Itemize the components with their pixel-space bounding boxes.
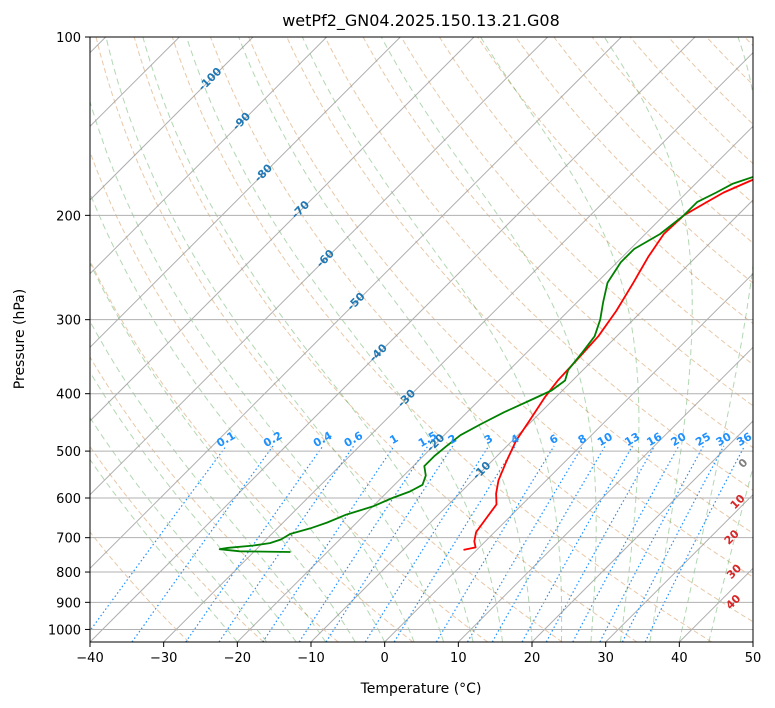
mixing-ratio-line	[325, 445, 454, 642]
dewpoint-line	[218, 176, 753, 553]
dry-adiabat-line	[90, 150, 488, 642]
x-tick-label: 50	[745, 651, 762, 666]
x-tick-label: 40	[671, 651, 688, 666]
mixing-ratio-line	[572, 445, 680, 642]
x-axis-title: Temperature (°C)	[360, 681, 482, 697]
mixing-ratio-line	[644, 445, 746, 642]
isotherm-line	[531, 420, 753, 642]
y-tick-label: 300	[56, 314, 81, 329]
isotherm-line	[90, 37, 328, 275]
dry-adiabat-line	[477, 37, 753, 325]
axis-ticks: −40 −30 −20 −10 0 10 20 30 40 50 100 200 300 400 500 60…	[48, 31, 761, 666]
y-tick-label: 100	[56, 31, 81, 46]
dry-adiabat-line	[95, 37, 563, 642]
y-tick-label: 200	[56, 209, 81, 224]
isotherm-line	[310, 199, 753, 642]
dry-adiabat-line	[133, 37, 638, 642]
x-tick-label: 20	[524, 651, 541, 666]
moist-adiabat-line	[380, 37, 597, 642]
x-tick-label: 0	[381, 651, 389, 666]
isotherm-line	[457, 346, 753, 642]
y-axis-title: Pressure (hPa)	[12, 289, 28, 389]
isotherm-line	[90, 37, 254, 201]
mixing-ratio-line	[298, 445, 429, 642]
dry-adiabat-line	[438, 37, 753, 366]
y-tick-label: 700	[56, 532, 81, 547]
moist-adiabat-line	[186, 37, 503, 642]
moist-adiabat-line	[238, 37, 533, 642]
moist-adiabat-line	[708, 465, 753, 642]
moist-adiabat-line	[301, 37, 563, 642]
mixing-ratio-line	[131, 445, 274, 642]
isotherm-line	[90, 37, 696, 642]
mixing-ratio-line	[521, 445, 634, 642]
isotherm-line	[90, 37, 622, 570]
isotherm-line	[384, 272, 753, 642]
moist-adiabat-line	[603, 37, 693, 642]
temperature-line	[463, 178, 753, 551]
mixing-ratio-line	[621, 445, 725, 642]
y-tick-label: 1000	[48, 623, 81, 638]
dry-adiabat-line	[324, 37, 753, 491]
isotherm-line	[90, 37, 475, 422]
mixing-ratio-line	[262, 445, 395, 642]
isotherm-line	[605, 493, 753, 642]
moist-adiabat-line	[678, 37, 753, 642]
background-lines	[90, 37, 753, 642]
plot-frame	[89, 36, 754, 643]
moist-adiabat-line	[90, 371, 297, 642]
moist-adiabat-line	[90, 458, 238, 642]
isotherm-line	[236, 125, 753, 642]
isotherm-line	[90, 37, 401, 349]
isotherm-line	[163, 51, 753, 642]
grid	[90, 36, 753, 630]
moist-adiabat-line	[90, 191, 386, 642]
x-tick-label: −40	[76, 651, 103, 666]
dry-adiabat-line	[553, 37, 753, 244]
mixing-ratio-line	[599, 445, 704, 642]
y-tick-label: 900	[56, 596, 81, 611]
dry-adiabat-line	[210, 37, 753, 623]
dry-adiabat-line	[286, 37, 753, 534]
mixing-ratio-line	[466, 445, 584, 642]
dry-adiabat-line	[248, 37, 753, 578]
chart-title: wetPf2_GN04.2025.150.13.21.G08	[282, 11, 560, 31]
mixing-ratio-line	[90, 445, 227, 632]
x-tick-label: 30	[597, 651, 614, 666]
y-tick-label: 500	[56, 445, 81, 460]
mixing-ratio-line	[491, 445, 606, 642]
y-tick-label: 800	[56, 566, 81, 581]
dry-adiabat-line	[400, 37, 753, 407]
moist-adiabat-line	[480, 37, 640, 642]
x-tick-label: −10	[297, 651, 324, 666]
dry-adiabat-line	[90, 259, 414, 642]
dry-adiabat-line	[171, 37, 712, 642]
dry-adiabat-line	[90, 356, 339, 642]
isotherm-line	[90, 37, 549, 496]
series-group	[218, 176, 753, 553]
mixing-ratio-line	[545, 445, 656, 642]
moist-adiabat-line	[105, 37, 445, 642]
mixing-ratio-line	[364, 445, 490, 642]
x-tick-label: 10	[450, 651, 467, 666]
moist-adiabat-line	[90, 320, 327, 642]
moist-adiabat-line	[90, 262, 356, 642]
moist-adiabat-line	[90, 416, 268, 642]
x-tick-label: −20	[224, 651, 251, 666]
x-tick-label: −30	[150, 651, 177, 666]
dry-adiabat-line	[591, 37, 753, 204]
moist-adiabat-line	[142, 37, 474, 642]
dry-adiabat-line	[90, 531, 190, 642]
y-tick-label: 600	[56, 492, 81, 507]
y-tick-label: 400	[56, 388, 81, 403]
